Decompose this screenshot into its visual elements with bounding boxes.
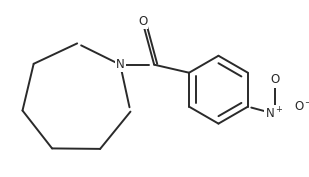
Text: N: N [116, 58, 125, 71]
Text: N$^+$: N$^+$ [265, 106, 284, 121]
Text: O: O [138, 15, 147, 28]
Text: O$^-$: O$^-$ [294, 100, 309, 113]
Text: O: O [270, 73, 279, 86]
